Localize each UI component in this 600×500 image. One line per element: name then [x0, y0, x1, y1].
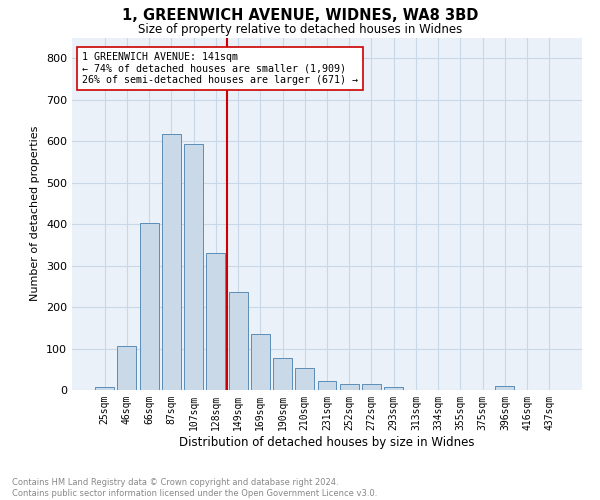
- Bar: [229, 292, 248, 390]
- Text: 1, GREENWICH AVENUE, WIDNES, WA8 3BD: 1, GREENWICH AVENUE, WIDNES, WA8 3BD: [122, 8, 478, 22]
- Bar: [317, 381, 337, 390]
- Bar: [162, 134, 181, 390]
- Bar: [118, 346, 136, 390]
- Bar: [140, 224, 158, 390]
- Bar: [95, 386, 114, 390]
- Bar: [496, 386, 514, 390]
- Text: Size of property relative to detached houses in Widnes: Size of property relative to detached ho…: [138, 22, 462, 36]
- Y-axis label: Number of detached properties: Number of detached properties: [31, 126, 40, 302]
- Bar: [384, 386, 403, 390]
- Bar: [251, 334, 270, 390]
- Bar: [295, 368, 314, 390]
- Bar: [206, 253, 225, 390]
- Text: Contains HM Land Registry data © Crown copyright and database right 2024.
Contai: Contains HM Land Registry data © Crown c…: [12, 478, 377, 498]
- Bar: [340, 384, 359, 390]
- X-axis label: Distribution of detached houses by size in Widnes: Distribution of detached houses by size …: [179, 436, 475, 448]
- Bar: [362, 384, 381, 390]
- Text: 1 GREENWICH AVENUE: 141sqm
← 74% of detached houses are smaller (1,909)
26% of s: 1 GREENWICH AVENUE: 141sqm ← 74% of deta…: [82, 52, 358, 85]
- Bar: [273, 358, 292, 390]
- Bar: [184, 144, 203, 390]
